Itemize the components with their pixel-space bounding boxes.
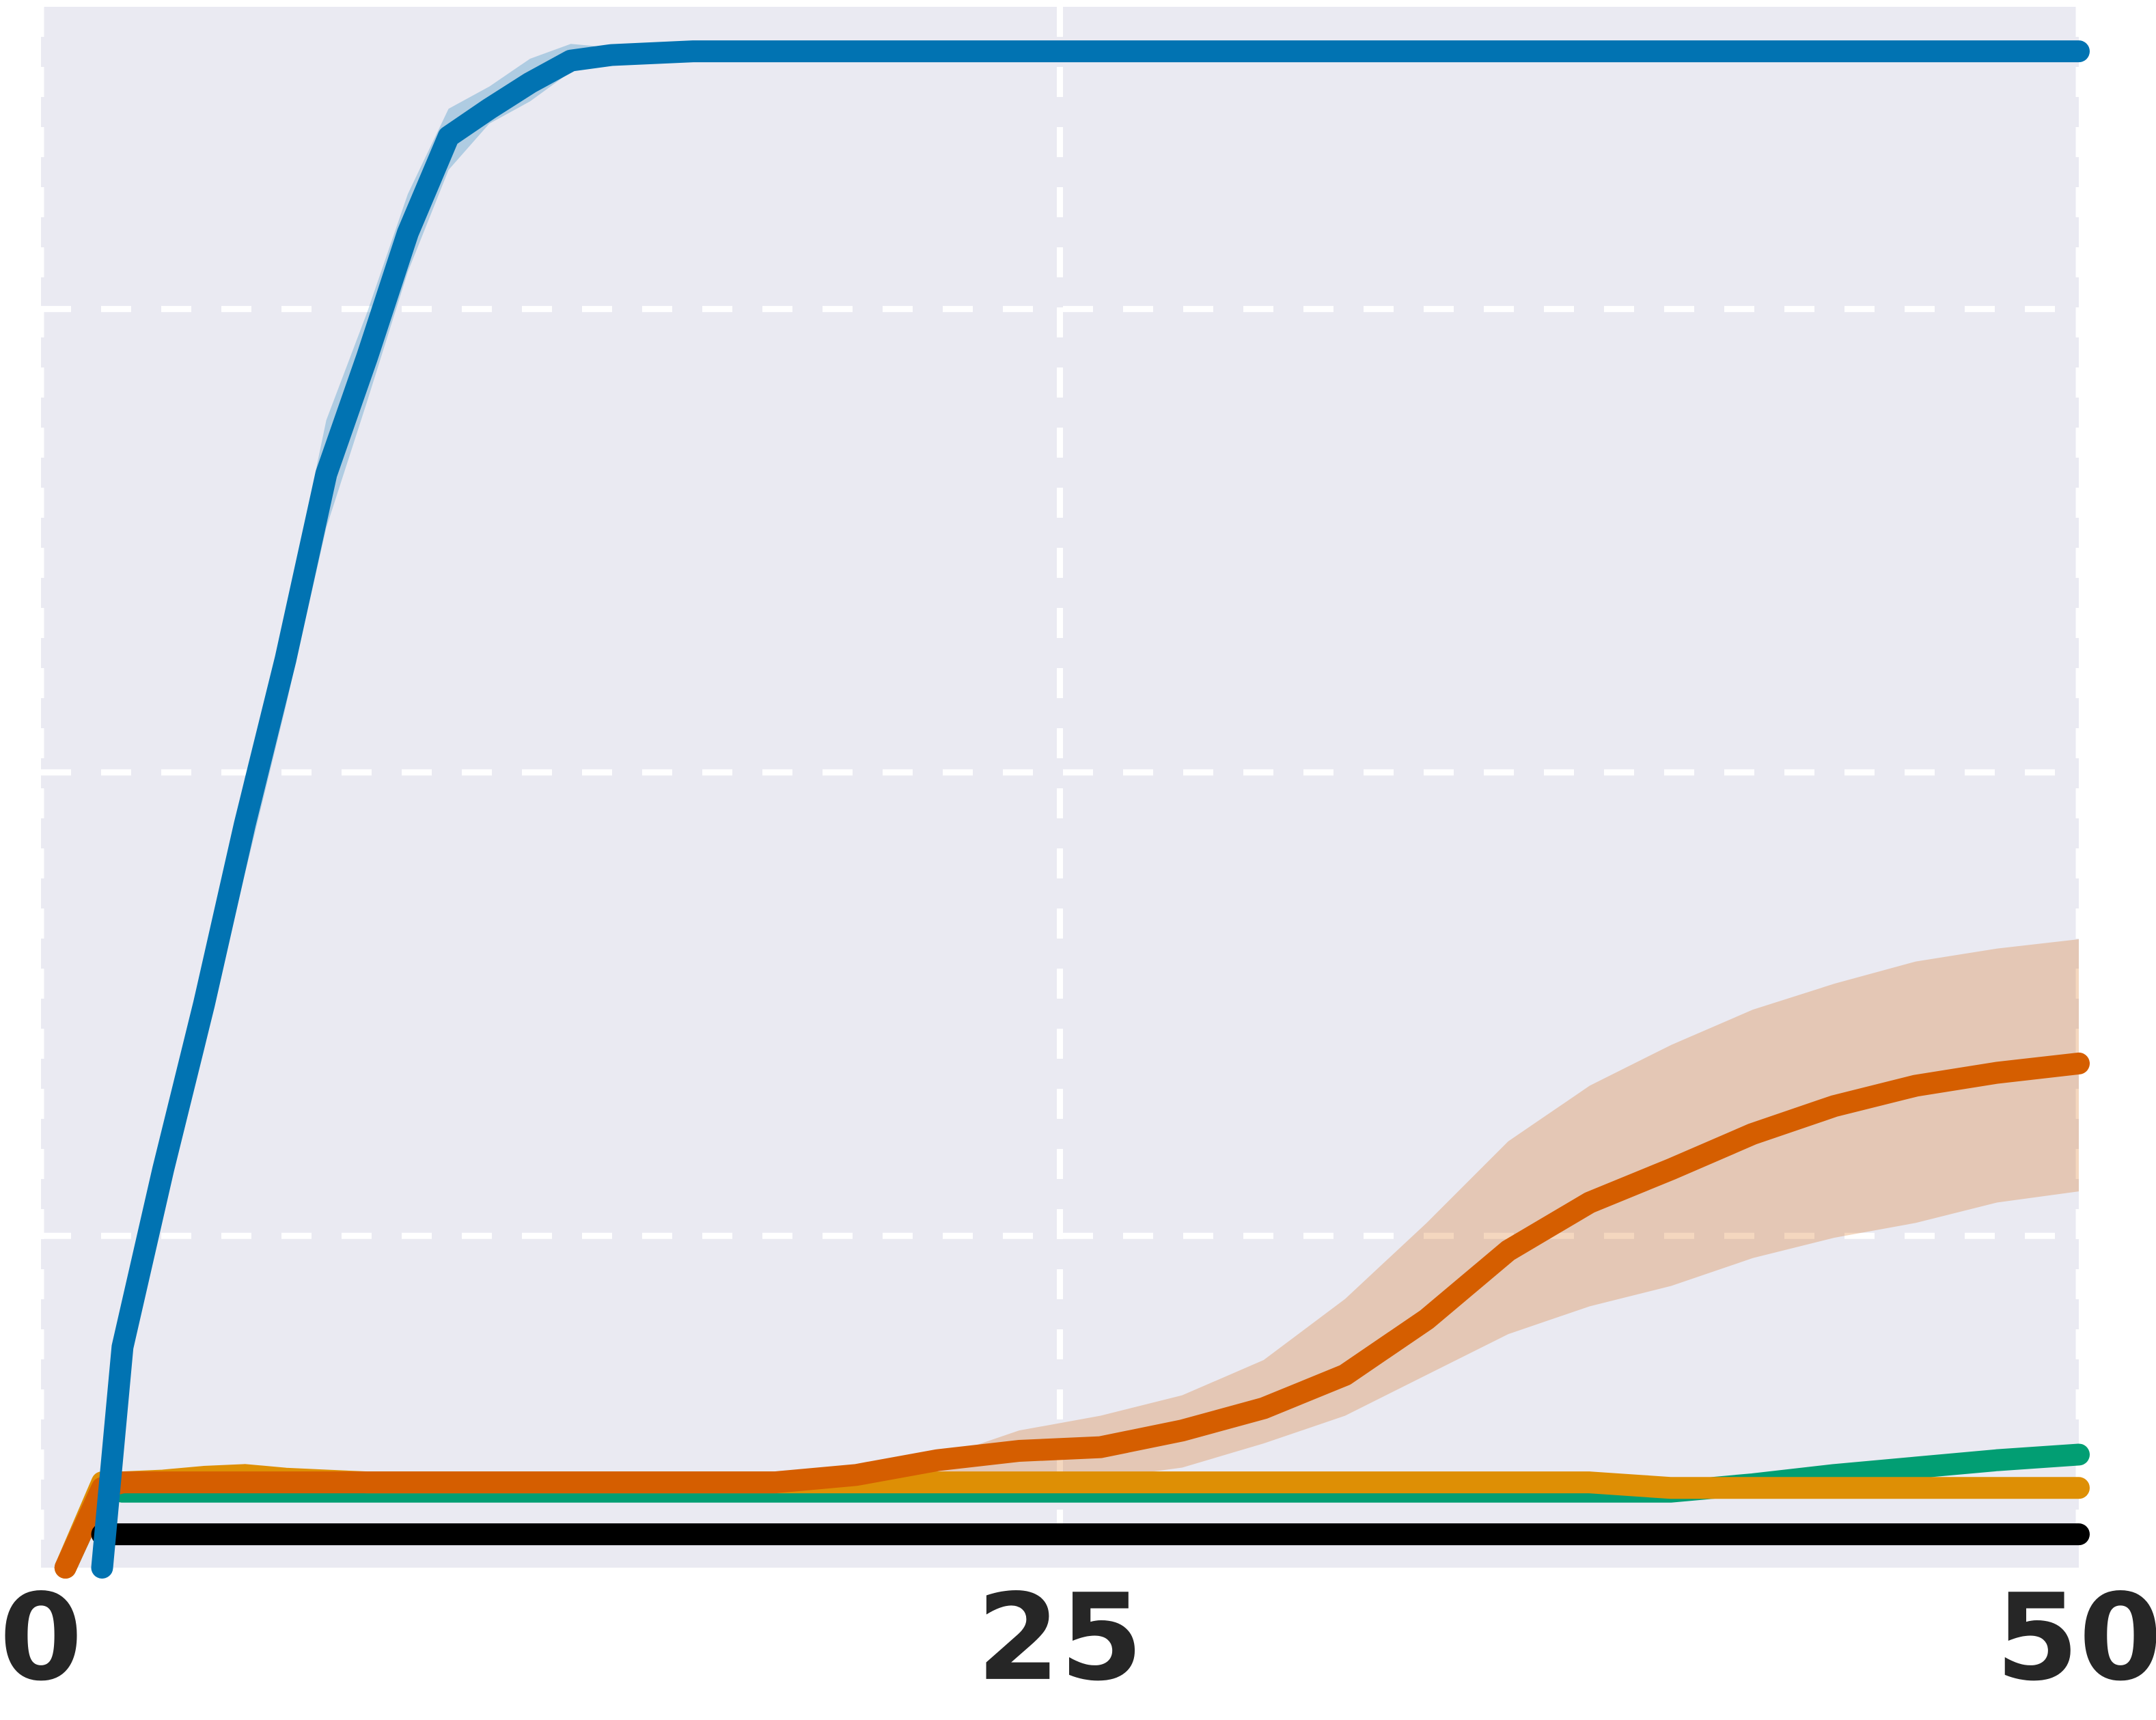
series-line — [54, 1052, 2090, 1579]
x-tick-label: 50 — [1995, 1569, 2156, 1708]
x-tick-label: 25 — [977, 1569, 1144, 1708]
confidence-band — [65, 939, 2079, 1568]
x-tick-label: 0 — [0, 1569, 83, 1708]
series-line — [91, 40, 2090, 1579]
